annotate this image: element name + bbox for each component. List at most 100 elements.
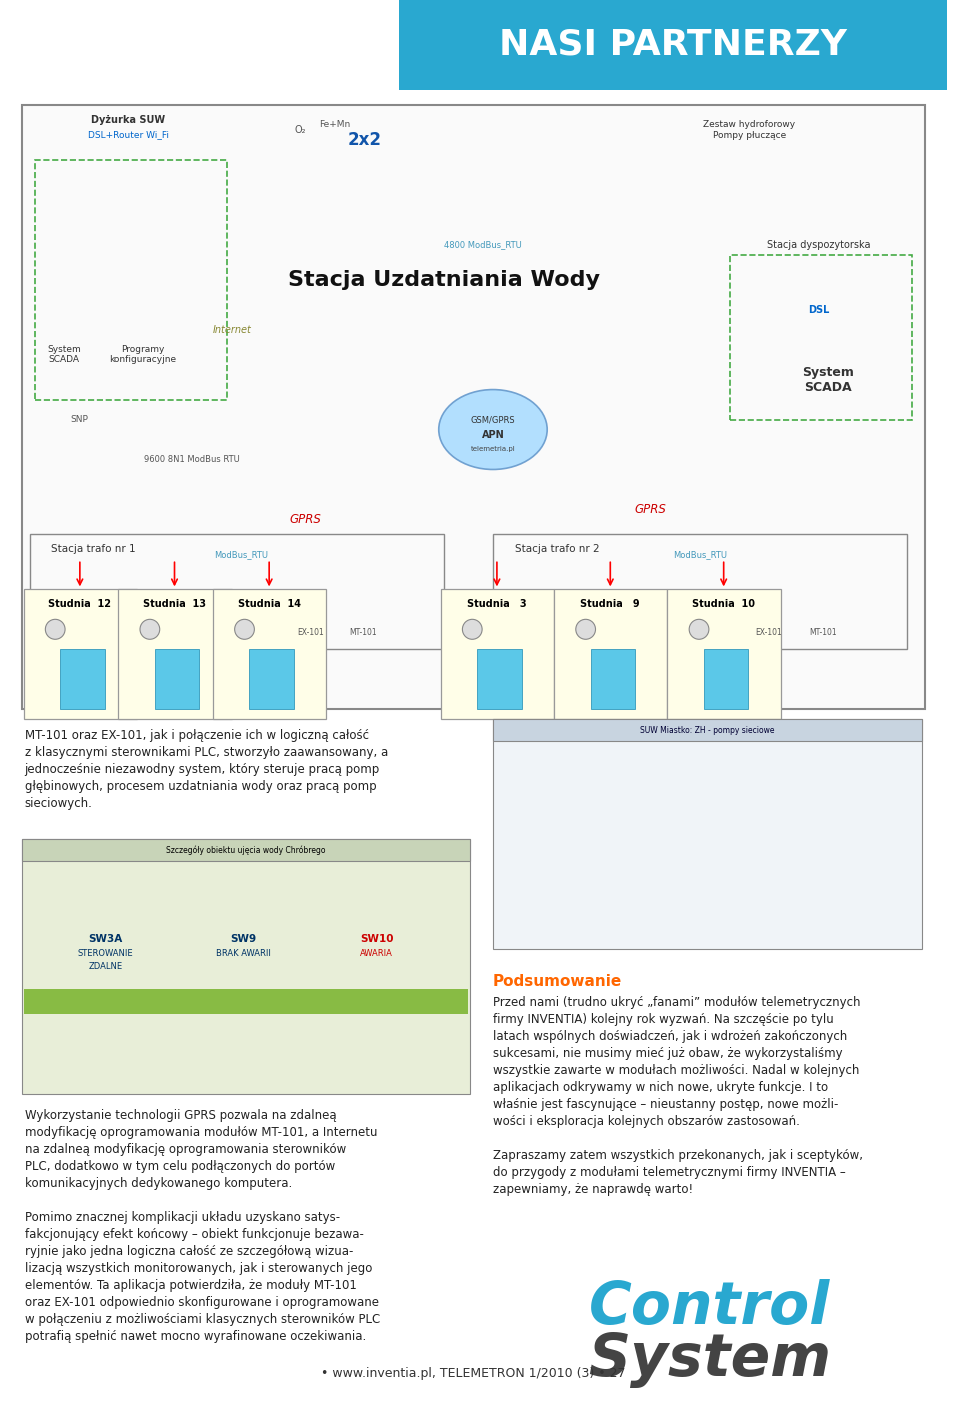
Text: wszystkie zawarte w modułach możliwości. Nadal w kolejnych: wszystkie zawarte w modułach możliwości.… xyxy=(493,1064,859,1077)
Text: SW10: SW10 xyxy=(360,934,394,943)
Text: O₂: O₂ xyxy=(295,125,306,135)
Text: Studnia   9: Studnia 9 xyxy=(581,600,640,609)
Bar xyxy=(590,649,635,709)
Text: na zdalneą modyfikację oprogramowania sterowników: na zdalneą modyfikację oprogramowania st… xyxy=(25,1143,346,1155)
Text: Wykorzystanie technologii GPRS pozwala na zdalneą: Wykorzystanie technologii GPRS pozwala n… xyxy=(25,1109,336,1122)
Text: zapewniamy, że naprawdę warto!: zapewniamy, że naprawdę warto! xyxy=(493,1182,693,1196)
Text: Stacja trafo nr 2: Stacja trafo nr 2 xyxy=(515,545,599,555)
Text: lizacją wszystkich monitorowanych, jak i sterowanych jego: lizacją wszystkich monitorowanych, jak i… xyxy=(25,1262,372,1275)
Text: Szczegóły obiektu ujęcia wody Chróbrego: Szczegóły obiektu ujęcia wody Chróbrego xyxy=(166,845,325,855)
Text: ModBus_RTU: ModBus_RTU xyxy=(673,550,727,559)
Text: Studnia  13: Studnia 13 xyxy=(143,600,206,609)
Bar xyxy=(477,649,521,709)
Bar xyxy=(441,590,554,719)
Text: jednocześnie niezawodny system, który steruje pracą pomp: jednocześnie niezawodny system, który st… xyxy=(25,764,380,776)
Bar xyxy=(155,649,199,709)
Text: z klasycznymi sterownikami PLC, stworzyło zaawansowany, a: z klasycznymi sterownikami PLC, stworzył… xyxy=(25,746,388,760)
Text: System: System xyxy=(588,1331,831,1387)
Text: SNP: SNP xyxy=(70,416,87,424)
Text: Fe+Mn: Fe+Mn xyxy=(320,121,350,129)
Bar xyxy=(30,535,444,649)
Text: • www.inventia.pl, TELEMETRON 1/2010 (3) • 27: • www.inventia.pl, TELEMETRON 1/2010 (3)… xyxy=(321,1367,626,1380)
Text: 9600 8N1 ModBus RTU: 9600 8N1 ModBus RTU xyxy=(144,455,240,463)
Circle shape xyxy=(45,619,65,639)
Text: DSL: DSL xyxy=(807,305,829,314)
Text: aplikacjach odkrywamy w nich nowe, ukryte funkcje. I to: aplikacjach odkrywamy w nich nowe, ukryt… xyxy=(493,1081,828,1094)
Text: Stacja dyspozytorska: Stacja dyspozytorska xyxy=(767,240,870,250)
Bar xyxy=(493,719,922,741)
Text: Studnia  14: Studnia 14 xyxy=(238,600,300,609)
Text: elementów. Ta aplikacja potwierdziła, że moduły MT-101: elementów. Ta aplikacja potwierdziła, że… xyxy=(25,1279,356,1292)
Text: modyfikację oprogramowania modułów MT-101, a Internetu: modyfikację oprogramowania modułów MT-10… xyxy=(25,1126,377,1139)
Text: Programy
konfiguracyjne: Programy konfiguracyjne xyxy=(109,345,177,364)
Bar xyxy=(35,160,227,400)
Text: Podsumowanie: Podsumowanie xyxy=(493,974,622,988)
Text: System
SCADA: System SCADA xyxy=(47,345,81,364)
Circle shape xyxy=(689,619,708,639)
Text: APN: APN xyxy=(482,430,504,439)
Text: STEROWANIE: STEROWANIE xyxy=(78,949,133,959)
Text: Pomimo znacznej komplikacji układu uzyskano satys-: Pomimo znacznej komplikacji układu uzysk… xyxy=(25,1210,340,1224)
Bar xyxy=(24,988,468,1014)
Text: DSL+Router Wi_Fi: DSL+Router Wi_Fi xyxy=(87,131,169,139)
Text: MT-101: MT-101 xyxy=(349,628,376,637)
Bar xyxy=(399,0,947,90)
Text: Stacja trafo nr 1: Stacja trafo nr 1 xyxy=(51,545,136,555)
Text: ModBus_RTU: ModBus_RTU xyxy=(214,550,269,559)
Text: MT-101 oraz EX-101, jak i połączenie ich w logiczną całość: MT-101 oraz EX-101, jak i połączenie ich… xyxy=(25,729,369,743)
Bar xyxy=(493,535,907,649)
Text: oraz EX-101 odpowiednio skonfigurowane i oprogramowane: oraz EX-101 odpowiednio skonfigurowane i… xyxy=(25,1296,378,1309)
Text: w połączeniu z możliwościami klasycznych sterowników PLC: w połączeniu z możliwościami klasycznych… xyxy=(25,1313,380,1325)
Bar xyxy=(118,590,231,719)
Text: telemetria.pl: telemetria.pl xyxy=(470,446,516,452)
Text: fakcjonujący efekt końcowy – obiekt funkcjonuje bezawa-: fakcjonujący efekt końcowy – obiekt funk… xyxy=(25,1227,364,1241)
Text: głębinowych, procesem uzdatniania wody oraz pracą pomp: głębinowych, procesem uzdatniania wody o… xyxy=(25,781,376,793)
Bar xyxy=(22,840,470,861)
Bar xyxy=(704,649,749,709)
Text: Internet: Internet xyxy=(212,324,252,334)
Circle shape xyxy=(463,619,482,639)
Text: EX-101: EX-101 xyxy=(756,628,782,637)
Text: AWARIA: AWARIA xyxy=(360,949,393,959)
Text: ZDALNE: ZDALNE xyxy=(88,962,123,972)
Text: SUW Miastko: ZH - pompy sieciowe: SUW Miastko: ZH - pompy sieciowe xyxy=(640,726,775,734)
Text: NASI PARTNERZY: NASI PARTNERZY xyxy=(499,28,847,62)
Text: potrafią spełnić nawet mocno wyrafinowane oczekiwania.: potrafią spełnić nawet mocno wyrafinowan… xyxy=(25,1330,366,1342)
Text: właśnie jest fascynujące – nieustanny postęp, nowe możli-: właśnie jest fascynujące – nieustanny po… xyxy=(493,1098,838,1111)
Bar xyxy=(493,719,922,949)
Text: Control: Control xyxy=(589,1279,830,1335)
Bar xyxy=(22,840,470,1094)
Text: MT-101: MT-101 xyxy=(809,628,837,637)
Text: komunikacyjnych dedykowanego komputera.: komunikacyjnych dedykowanego komputera. xyxy=(25,1177,292,1189)
Text: 2x2: 2x2 xyxy=(348,131,382,149)
Text: sukcesami, nie musimy mieć już obaw, że wykorzystaliśmy: sukcesami, nie musimy mieć już obaw, że … xyxy=(493,1047,843,1060)
Text: Dyżurka SUW: Dyżurka SUW xyxy=(91,115,165,125)
Text: GSM/GPRS: GSM/GPRS xyxy=(470,416,516,424)
Text: Przed nami (trudno ukryć „fanami” modułów telemetrycznych: Przed nami (trudno ukryć „fanami” modułó… xyxy=(493,995,860,1009)
Circle shape xyxy=(140,619,159,639)
Text: do przygody z modułami telemetrycznymi firmy INVENTIA –: do przygody z modułami telemetrycznymi f… xyxy=(493,1165,846,1179)
Text: SW3A: SW3A xyxy=(88,934,123,943)
Text: GPRS: GPRS xyxy=(635,503,666,515)
Text: 4800 ModBus_RTU: 4800 ModBus_RTU xyxy=(444,240,522,250)
Bar xyxy=(60,649,105,709)
Text: firmy INVENTIA) kolejny rok wyzwań. Na szczęście po tylu: firmy INVENTIA) kolejny rok wyzwań. Na s… xyxy=(493,1012,833,1026)
Bar xyxy=(730,254,912,420)
Text: Studnia   3: Studnia 3 xyxy=(468,600,527,609)
Bar xyxy=(213,590,326,719)
Text: PLC, dodatkowo w tym celu podłączonych do portów: PLC, dodatkowo w tym celu podłączonych d… xyxy=(25,1160,335,1172)
Text: BRAK AWARII: BRAK AWARII xyxy=(216,949,271,959)
Circle shape xyxy=(576,619,595,639)
Text: System
SCADA: System SCADA xyxy=(803,365,854,393)
Text: Zestaw hydroforowy
Pompy płuczące: Zestaw hydroforowy Pompy płuczące xyxy=(704,121,796,139)
Text: Studnia  10: Studnia 10 xyxy=(692,600,756,609)
Text: Stacja Uzdatniania Wody: Stacja Uzdatniania Wody xyxy=(288,270,600,289)
Circle shape xyxy=(234,619,254,639)
Text: sieciowych.: sieciowych. xyxy=(25,797,92,810)
Text: Studnia  12: Studnia 12 xyxy=(48,600,111,609)
Ellipse shape xyxy=(439,389,547,469)
Text: GPRS: GPRS xyxy=(290,512,322,526)
Text: wości i eksploracja kolejnych obszarów zastosowań.: wości i eksploracja kolejnych obszarów z… xyxy=(493,1115,800,1127)
Text: ryjnie jako jedna logiczna całość ze szczegółową wizua-: ryjnie jako jedna logiczna całość ze szc… xyxy=(25,1244,353,1258)
Bar xyxy=(250,649,294,709)
